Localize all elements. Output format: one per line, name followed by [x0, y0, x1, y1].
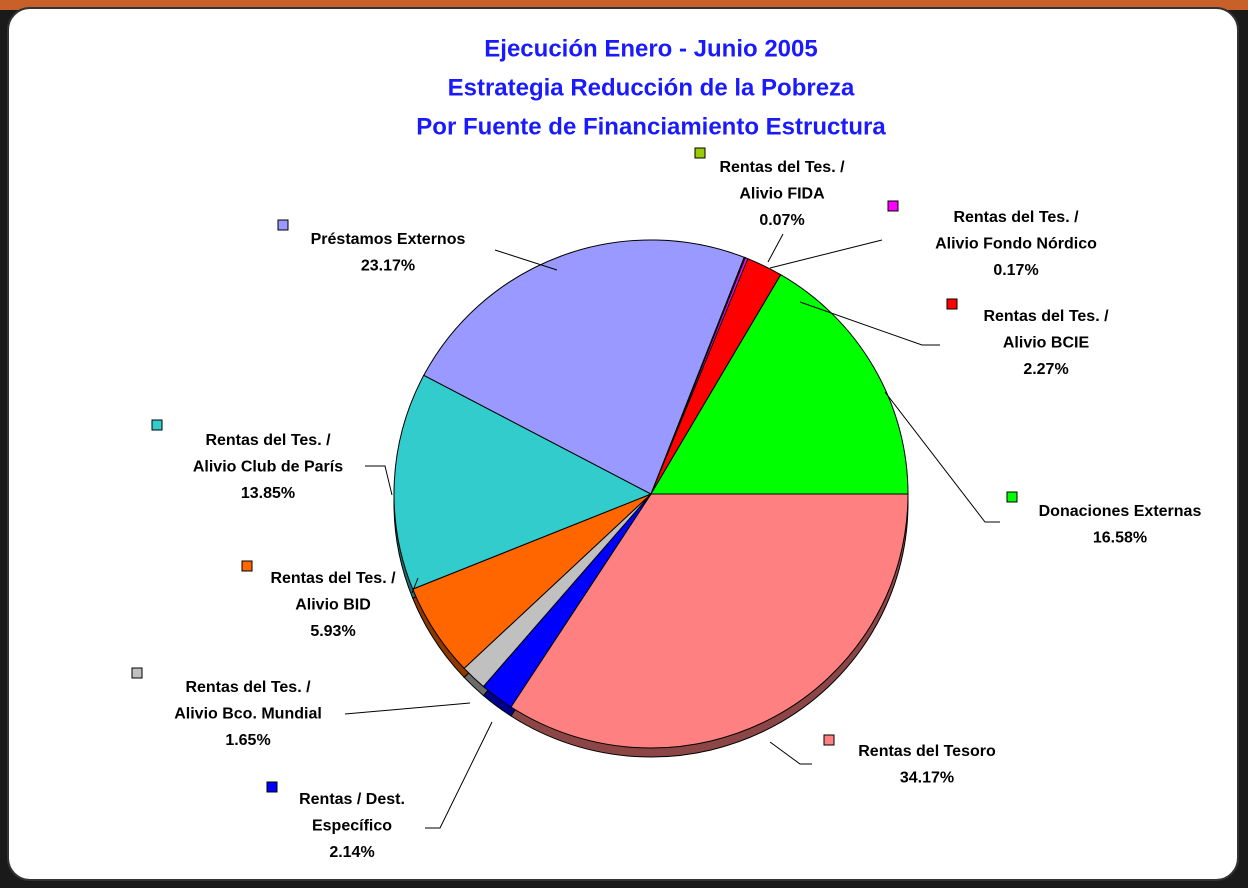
legend-marker: [1006, 491, 1018, 503]
legend-marker: [946, 298, 958, 310]
legend-marker: [887, 200, 899, 212]
top-bar: [0, 0, 1248, 10]
slice: [423, 239, 745, 495]
slice-label: Alivio BCIE: [1003, 335, 1090, 352]
slice-label: Donaciones Externas: [1039, 503, 1202, 520]
legend-marker: [131, 667, 143, 679]
slice-label: Rentas del Tes. /: [185, 679, 311, 696]
chart-title: Ejecución Enero - Junio 2005: [484, 35, 817, 62]
slice-label: Rentas del Tes. /: [719, 159, 845, 176]
leader-line: [769, 741, 812, 765]
legend-marker: [241, 560, 253, 572]
value-label: 16.58%: [1093, 530, 1147, 547]
value-label: 0.07%: [759, 212, 804, 229]
slice-label: Alivio Bco. Mundial: [174, 706, 322, 723]
slice: [650, 274, 909, 495]
legend-marker: [266, 781, 278, 793]
value-label: 2.14%: [329, 844, 374, 861]
slice-label: Alivio FIDA: [739, 186, 825, 203]
slice-label: Rentas del Tes. /: [953, 209, 1079, 226]
value-label: 1.65%: [225, 732, 270, 749]
leader-line: [767, 233, 784, 263]
slice-label: Rentas / Dest.: [299, 791, 405, 808]
leader-line: [884, 391, 1000, 523]
value-label: 5.93%: [310, 623, 355, 640]
legend-marker: [694, 147, 706, 159]
slice-label: Rentas del Tes. /: [983, 308, 1109, 325]
leader-line: [344, 702, 471, 715]
leader-line: [769, 239, 883, 269]
legend-marker: [151, 419, 163, 431]
leader-line: [425, 721, 493, 829]
value-label: 34.17%: [900, 770, 954, 787]
value-label: 2.27%: [1023, 361, 1068, 378]
slice-label: Préstamos Externos: [311, 231, 466, 248]
leader-line: [411, 577, 419, 594]
slice: [510, 493, 909, 749]
slice-label: Rentas del Tes. /: [270, 570, 396, 587]
leader-line: [365, 465, 393, 496]
slice-label: Rentas del Tes. /: [205, 432, 331, 449]
chart-title: Estrategia Reducción de la Pobreza: [448, 74, 855, 101]
slice-label: Específico: [312, 818, 392, 835]
slice-label: Alivio Fondo Nórdico: [935, 236, 1097, 253]
slice-label: Rentas del Tesoro: [858, 743, 996, 760]
value-label: 13.85%: [241, 485, 295, 502]
value-label: 23.17%: [361, 258, 415, 275]
leader-line: [494, 249, 558, 271]
slice: [393, 374, 653, 590]
legend-marker: [823, 734, 835, 746]
slice-label: Alivio BID: [295, 597, 371, 614]
value-label: 0.17%: [993, 262, 1038, 279]
legend-marker: [277, 219, 289, 231]
chart-title: Por Fuente de Financiamiento Estructura: [416, 113, 886, 140]
leader-line: [799, 301, 940, 346]
slice-label: Alivio Club de París: [193, 459, 343, 476]
